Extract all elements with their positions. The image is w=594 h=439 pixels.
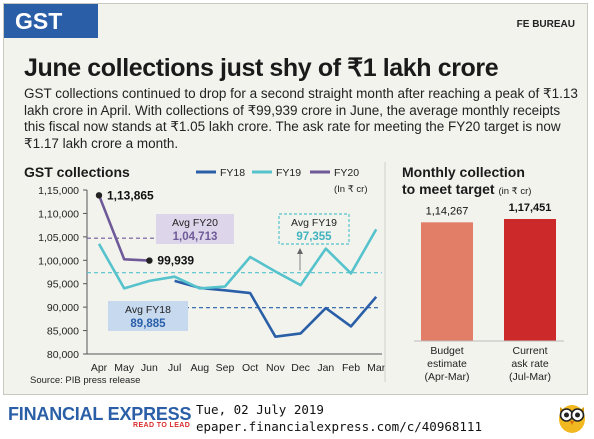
headline: June collections just shy of ₹1 lakh cro… <box>24 54 499 82</box>
average-lines <box>87 237 382 309</box>
average-boxes: Avg FY20 1,04,713 Avg FY19 97,355 Avg FY18 89… <box>108 213 350 331</box>
series-line-fy20 <box>97 194 150 262</box>
x-tick-label: Jul <box>168 362 181 374</box>
owl-mascot-icon <box>559 405 585 433</box>
peak-value-label: 1,13,865 <box>107 188 154 202</box>
x-tick-label: Jun <box>141 362 158 374</box>
bar-category-label: ask rate <box>511 358 549 370</box>
avg-value-fy18: 89,885 <box>130 318 166 330</box>
x-tick-label: Oct <box>242 362 258 374</box>
series-line-fy19 <box>97 228 378 290</box>
avg-box-fy20 <box>156 214 234 244</box>
avg-value-fy20: 1,04,713 <box>173 231 218 243</box>
avg-fy19-pointer-head <box>297 248 303 254</box>
y-tick-label: 85,000 <box>47 326 79 338</box>
bar-category-label: (Jul-Mar) <box>509 371 551 383</box>
y-tick-label: 1,10,000 <box>38 208 79 220</box>
june-marker <box>146 257 153 264</box>
legend-label-fy19: FY19 <box>276 167 301 179</box>
avg-label-fy19: Avg FY19 <box>291 217 337 229</box>
bar-category-label: estimate <box>427 358 467 370</box>
chart-legend: FY18 FY19 FY20 <box>196 167 359 179</box>
intro-paragraph: GST collections continued to drop for a … <box>24 86 578 151</box>
source-note: Source: PIB press release <box>30 375 140 386</box>
x-tick-label: Sep <box>216 362 235 374</box>
bar-chart-title-line1: Monthly collection <box>402 164 525 180</box>
y-tick-label: 1,00,000 <box>38 255 79 267</box>
section-tag: GST <box>4 4 98 38</box>
infographic-card: GST FE BUREAU June collections just shy … <box>3 3 588 395</box>
bar-budget-estimate <box>421 222 473 341</box>
x-tick-label: May <box>114 362 135 374</box>
y-tick-label: 95,000 <box>47 279 79 291</box>
legend-label-fy20: FY20 <box>334 167 359 179</box>
x-axis: Apr May Jun Jul Aug Sep Oct Nov Dec Jan Feb Mar <box>87 353 386 374</box>
avg-label-fy18: Avg FY18 <box>125 304 171 316</box>
x-tick-label: Dec <box>291 362 310 374</box>
peak-marker <box>95 192 103 199</box>
y-tick-label: 1,05,000 <box>38 232 79 244</box>
bar-category-label: Current <box>512 345 547 357</box>
bar-value-label: 1,14,267 <box>426 205 469 217</box>
avg-box-fy18 <box>108 301 188 331</box>
june-value-label: 99,939 <box>157 254 194 268</box>
byline: FE BUREAU <box>516 19 575 30</box>
x-tick-label: Aug <box>190 362 209 374</box>
bar-category-label: Budget <box>430 345 463 357</box>
bar-chart-title-line2: to meet target (in ₹ cr) <box>402 181 531 197</box>
avg-box-fy19-border <box>278 213 350 245</box>
x-tick-label: Apr <box>91 362 108 374</box>
legend-label-fy18: FY18 <box>220 167 245 179</box>
series-lines <box>97 194 378 339</box>
point-labels: 1,13,865 99,939 <box>95 188 194 268</box>
y-tick-label: 80,000 <box>47 349 79 361</box>
x-tick-label: Mar <box>367 362 386 374</box>
publisher-logo: FINANCIAL EXPRESS <box>8 404 192 424</box>
bar-category-label: (Apr-Mar) <box>425 371 470 383</box>
avg-label-fy20: Avg FY20 <box>172 217 218 229</box>
x-tick-label: Jan <box>317 362 334 374</box>
x-tick-label: Nov <box>266 362 285 374</box>
edition-date: Tue, 02 July 2019 <box>196 402 324 417</box>
y-tick-label: 1,15,000 <box>38 185 79 197</box>
line-chart-unit: (In ₹ cr) <box>334 184 368 195</box>
line-chart-title: GST collections <box>24 164 130 180</box>
x-tick-label: Feb <box>342 362 360 374</box>
y-axis: 80,000 85,000 90,000 95,000 1,00,000 1,05,000… <box>38 185 88 361</box>
edition-url: epaper.financialexpress.com/c/40968111 <box>196 419 482 434</box>
publisher-tagline: READ TO LEAD <box>133 422 191 429</box>
bar-value-label: 1,17,451 <box>509 202 552 214</box>
avg-value-fy19: 97,355 <box>296 231 332 243</box>
avg-box-fy19 <box>279 214 349 244</box>
bar-chart-unit: (in ₹ cr) <box>498 186 531 197</box>
bar-current-ask-rate <box>504 219 556 341</box>
y-tick-label: 90,000 <box>47 302 79 314</box>
charts-area: GST collections FY18 FY19 FY20 (In ₹ cr)… <box>24 162 564 386</box>
